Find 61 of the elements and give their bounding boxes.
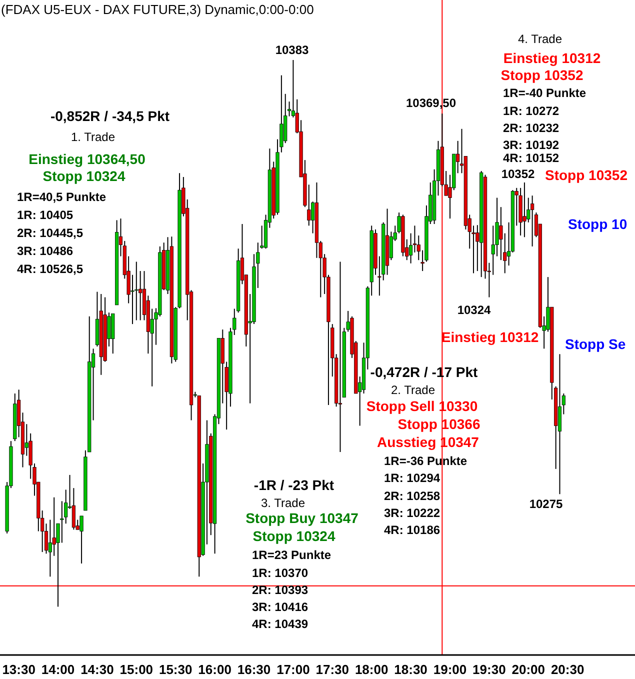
annotation: 1R: 10272: [503, 104, 560, 118]
annotation: 2R: 10445,5: [17, 226, 84, 240]
annotation: 10324: [457, 303, 492, 317]
x-tick-label: 14:00: [41, 662, 75, 677]
x-tick-label: 18:00: [354, 662, 388, 677]
x-tick-label: 16:00: [198, 662, 232, 677]
annotation: 4R: 10186: [384, 523, 440, 537]
annotation: 3. Trade: [260, 496, 306, 510]
annotation: Stopp 10: [568, 216, 628, 232]
annotation: 4R: 10152: [503, 151, 560, 165]
x-tick-label: 16:30: [237, 662, 271, 677]
x-tick-label: 14:30: [80, 662, 114, 677]
annotation: -1R / -23 Pkt: [254, 477, 334, 493]
annotation: 1R=-40 Punkte: [503, 86, 586, 100]
annotation: 2R: 10258: [384, 489, 440, 503]
annotation: 3R: 10222: [384, 506, 440, 520]
x-tick-label: 15:30: [158, 662, 192, 677]
annotation: Einstieg 10312: [441, 329, 539, 345]
candlestick: [80, 515, 84, 564]
annotation: 1R=40,5 Punkte: [17, 190, 106, 204]
candlestick: [530, 195, 534, 247]
annotation: Stopp 10324: [42, 168, 126, 184]
annotation: 3R: 10192: [503, 138, 560, 152]
text: 4R: 10439: [252, 617, 308, 631]
x-tick-label: 20:00: [512, 662, 546, 677]
annotation: 1R: 10294: [384, 471, 440, 485]
annotation: 1R: 10370: [252, 566, 308, 580]
x-tick-label: 19:30: [472, 662, 506, 677]
annotation: Einstieg 10312: [503, 50, 601, 66]
x-tick-label: 17:00: [276, 662, 310, 677]
chart-title: (FDAX U5-EUX - DAX FUTURE,3) Dynamic,0:00-0:00: [1, 2, 314, 17]
candlestick: [522, 182, 526, 238]
annotation: 2R: 10232: [503, 121, 560, 135]
annotation: Einstieg 10364,50: [28, 151, 146, 167]
text: 4. Trade: [518, 32, 562, 46]
candlestick: [134, 261, 138, 321]
annotation: Stopp Buy 10347: [246, 510, 359, 526]
annotation: 10275: [529, 497, 564, 511]
annotation: 3R: 10486: [17, 244, 74, 258]
annotation: Stopp 10366: [398, 416, 480, 432]
x-tick-label: 20:30: [550, 662, 584, 677]
annotation: 3R: 10416: [252, 600, 308, 614]
annotation: Stopp 10324: [252, 528, 336, 544]
annotation: -0,852R / -34,5 Pkt: [50, 108, 170, 124]
candlestick: [338, 261, 342, 452]
annotation: Stopp 10352: [500, 67, 584, 83]
annotation: Stopp Se: [565, 336, 626, 352]
annotation: 2. Trade: [390, 383, 436, 397]
annotation: 1R=23 Punkte: [252, 548, 332, 562]
x-tick-label: 15:00: [120, 662, 154, 677]
annotation: 4R: 10526,5: [17, 262, 84, 276]
annotation: 1. Trade: [70, 130, 116, 144]
x-tick-label: 13:30: [2, 662, 36, 677]
annotation: Stopp 10352: [545, 167, 628, 183]
annotation: 2R: 10393: [252, 583, 308, 597]
text: 10383: [275, 43, 310, 57]
x-tick-label: 17:30: [316, 662, 350, 677]
x-tick-label: 19:00: [433, 662, 467, 677]
x-tick-label: 18:30: [394, 662, 428, 677]
annotation: 10352: [501, 167, 536, 181]
annotation: 1R: 10405: [17, 208, 74, 222]
